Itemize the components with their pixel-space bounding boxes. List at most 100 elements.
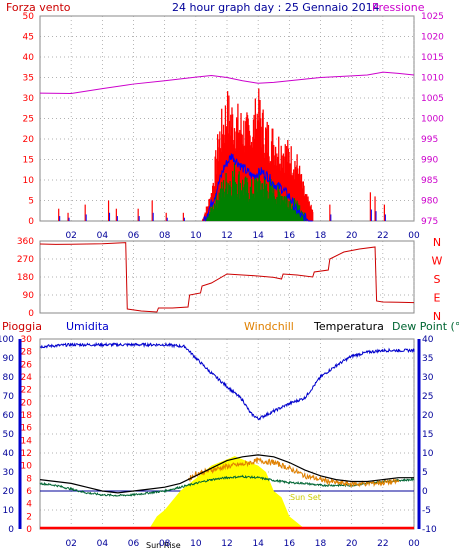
compass-label: N [433,310,441,323]
rain-y-tick-label: 12 [21,449,32,459]
rain-y-tick-label: 20 [21,398,33,408]
humidity-y-tick-label: 100 [0,335,14,345]
temp-x-tick-label: 14 [252,539,264,549]
wind-y-tick-label: 10 [23,176,35,186]
header-title: 24 hour graph day : 25 Gennaio 2014 [172,1,380,14]
wind-x-tick-label: 16 [284,231,296,241]
wind-y-tick-label: 40 [23,53,35,63]
rain-y-tick-label: 2 [26,512,32,522]
wind-y-tick-label: 45 [23,33,34,43]
wind-x-tick-label: 12 [221,231,232,241]
wind-x-tick-label: 02 [65,231,76,241]
pressure-y-tick-label: 990 [421,156,438,166]
rain-y-tick-label: 16 [21,424,33,434]
legend-dew-point: Dew Point (°C [392,320,459,333]
header-left-label: Forza vento [6,1,71,14]
legend-rain: Pioggia [2,320,42,333]
wind-y-tick-label: 5 [28,197,34,207]
rain-y-tick-label: 6 [26,487,32,497]
rain-y-tick-label: 0 [26,525,32,535]
rain-y-tick-label: 18 [21,411,33,421]
wind-x-tick-label: 14 [252,231,264,241]
pressure-y-tick-label: 1025 [421,12,444,22]
rain-y-tick-label: 22 [21,386,32,396]
temp-x-tick-label: 04 [97,539,109,549]
temp-x-tick-label: 02 [65,539,76,549]
humidity-y-tick-label: 60 [3,411,15,421]
wind-y-tick-label: 30 [23,94,35,104]
pressure-y-tick-label: 985 [421,176,438,186]
wind-y-tick-label: 15 [23,156,34,166]
pressure-y-tick-label: 1015 [421,53,444,63]
wind-speed-line [203,153,313,222]
temp-y-tick-label: -10 [422,525,437,535]
temp-x-tick-label: 12 [221,539,232,549]
compass-label: W [432,255,443,268]
temp-y-tick-label: 35 [422,354,433,364]
temp-x-tick-label: 06 [128,539,140,549]
compass-label: N [433,236,441,249]
sun-rise-label: Sun Rise [146,541,181,550]
pressure-y-tick-label: 1005 [421,94,444,104]
temp-y-tick-label: 25 [422,392,433,402]
temp-x-tick-label: 22 [377,539,388,549]
wind-y-tick-label: 25 [23,115,34,125]
windchill-line [187,457,399,488]
legend-humidity: Umidita [66,320,109,333]
rain-y-tick-label: 8 [26,474,32,484]
temp-y-tick-label: 20 [422,411,434,421]
wind-x-tick-label: 06 [128,231,140,241]
direction-y-tick-label: 0 [28,309,34,319]
rain-y-tick-label: 4 [26,500,32,510]
direction-y-tick-label: 270 [17,255,34,265]
wind-x-tick-label: 18 [315,231,327,241]
wind-x-tick-label: 08 [159,231,171,241]
temp-x-tick-label: 08 [159,539,171,549]
rain-y-tick-label: 28 [21,348,33,358]
temp-x-tick-label: 10 [190,539,202,549]
legend-windchill: Windchill [244,320,294,333]
pressure-y-tick-label: 1010 [421,74,444,84]
pressure-y-tick-label: 975 [421,217,438,227]
direction-y-tick-label: 180 [17,273,34,283]
humidity-y-tick-label: 90 [3,354,15,364]
temp-x-tick-label: 20 [346,539,358,549]
direction-y-tick-label: 360 [17,237,34,247]
wind-direction-line [39,242,415,313]
rain-y-tick-label: 14 [21,436,33,446]
direction-y-tick-label: 90 [23,291,35,301]
compass-label: E [434,292,441,305]
humidity-y-tick-label: 30 [3,468,15,478]
wind-y-tick-label: 20 [23,135,35,145]
humidity-y-tick-label: 0 [8,525,14,535]
temperature-line [39,454,414,494]
wind-x-tick-label: 22 [377,231,388,241]
wind-y-tick-label: 50 [23,12,35,22]
pressure-y-tick-label: 1000 [421,115,444,125]
compass-label: S [434,273,441,286]
pressure-y-tick-label: 980 [421,197,438,207]
sun-set-label: Sun Set [290,493,321,502]
wind-x-tick-label: 00 [408,231,420,241]
humidity-y-tick-label: 40 [3,449,15,459]
humidity-y-tick-label: 50 [3,430,15,440]
solar-area [149,456,305,529]
wind-y-tick-label: 0 [28,217,34,227]
pressure-y-tick-label: 1020 [421,33,444,43]
humidity-y-tick-label: 10 [3,506,15,516]
legend-temperature: Temperatura [313,320,384,333]
rain-y-tick-label: 10 [21,462,33,472]
dew-point-line [39,474,415,497]
wind-x-tick-label: 10 [190,231,202,241]
rain-y-tick-label: 26 [21,360,33,370]
humidity-line [39,341,415,421]
temp-y-tick-label: 10 [422,449,434,459]
wind-y-tick-label: 35 [23,74,34,84]
temp-x-tick-label: 00 [408,539,420,549]
humidity-y-tick-label: 70 [3,392,15,402]
wind-x-tick-label: 20 [346,231,358,241]
humidity-y-tick-label: 80 [3,373,15,383]
rain-y-tick-label: 30 [21,335,33,345]
